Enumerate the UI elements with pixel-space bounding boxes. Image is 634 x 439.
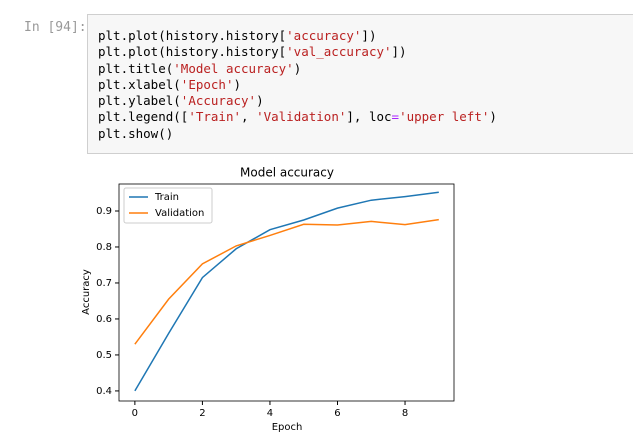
y-tick-label: 0.7	[96, 278, 112, 289]
y-tick-label: 0.6	[96, 314, 112, 325]
cell-prompt: In [94]:	[24, 20, 87, 35]
series-line	[134, 218, 439, 345]
legend-label: Train	[154, 192, 179, 203]
x-tick-label: 2	[199, 408, 205, 419]
code-token: ,	[241, 109, 257, 125]
code-line: plt.xlabel('Epoch')	[98, 77, 497, 93]
chart-title: Model accuracy	[240, 166, 334, 180]
code-line: plt.legend(['Train', 'Validation'], loc=…	[98, 109, 497, 125]
y-tick-label: 0.4	[96, 386, 112, 397]
code-line: plt.ylabel('Accuracy')	[98, 93, 497, 109]
code: plt.plot(history.history['accuracy']) plt…	[98, 28, 497, 142]
code-cell[interactable]: plt.plot(history.history['accuracy']) plt…	[87, 14, 633, 154]
code-token: 'Train'	[188, 109, 241, 125]
code-token: plt.xlabel(	[98, 76, 181, 92]
x-tick-label: 4	[267, 408, 273, 419]
code-line: plt.title('Model accuracy')	[98, 61, 497, 77]
code-token: )	[293, 60, 302, 76]
code-line: plt.show()	[98, 126, 497, 142]
x-axis-label: Epoch	[272, 422, 303, 433]
code-token: 'upper left'	[399, 109, 490, 125]
y-tick-label: 0.8	[96, 242, 112, 253]
code-token: 'Model accuracy'	[173, 60, 294, 76]
code-token: plt.plot(history.history[	[98, 28, 287, 43]
x-tick-label: 6	[334, 408, 340, 419]
y-axis-label: Accuracy	[81, 269, 92, 315]
code-token: plt.show()	[98, 125, 174, 141]
code-token: )	[489, 109, 497, 125]
code-token: plt.ylabel(	[98, 93, 181, 109]
legend-label: Validation	[155, 208, 204, 219]
y-tick-label: 0.5	[96, 350, 112, 361]
code-token: )	[233, 76, 242, 92]
chart: Model accuracy Epoch Accuracy 0.4 0.5 0.6 0…	[81, 166, 455, 433]
code-token: ])	[391, 44, 407, 60]
code-token: plt.legend([	[98, 109, 189, 125]
code-token: plt.title(	[98, 60, 174, 76]
series-line	[134, 191, 439, 392]
code-token: 'Validation'	[256, 109, 347, 125]
code-token: 'accuracy'	[286, 28, 362, 43]
code-token: 'Accuracy'	[180, 93, 257, 109]
code-line: plt.plot(history.history['val_accuracy']…	[98, 44, 497, 60]
code-token: ])	[361, 28, 377, 43]
x-tick-label: 0	[132, 408, 138, 419]
code-token: =	[391, 109, 400, 125]
code-token: )	[256, 93, 264, 109]
code-token: 'Epoch'	[180, 76, 234, 92]
plot-frame	[118, 183, 455, 402]
x-tick-label: 8	[402, 408, 408, 419]
y-tick-label: 0.9	[96, 206, 112, 217]
code-line: plt.plot(history.history['accuracy'])	[98, 28, 497, 44]
code-token: plt.plot(history.history[	[98, 44, 287, 60]
code-token: ], loc	[346, 109, 392, 125]
code-token: 'val_accuracy'	[286, 44, 392, 60]
